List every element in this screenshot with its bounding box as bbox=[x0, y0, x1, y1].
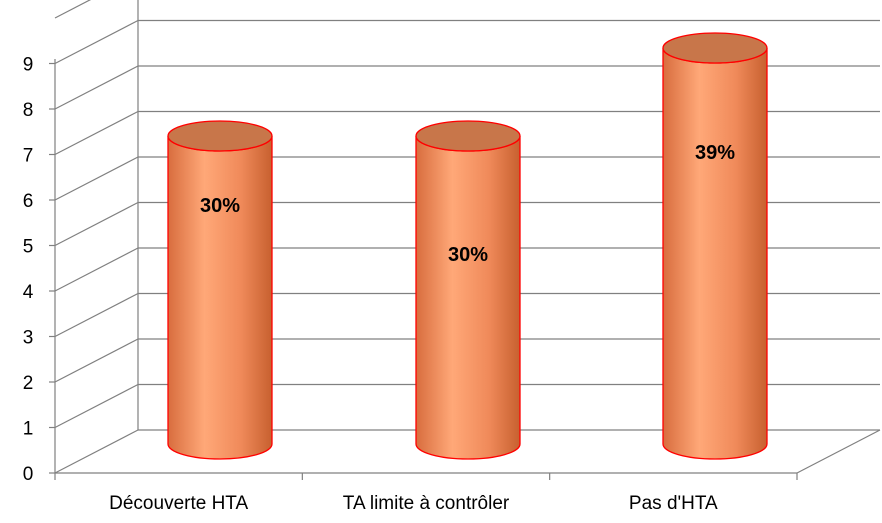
y-tick-label: 7 bbox=[23, 146, 34, 167]
data-label: 30% bbox=[448, 244, 488, 266]
x-tick-label: Découverte HTA bbox=[109, 493, 248, 514]
labels: 0 1 2 3 4 5 6 7 8 9 30% Découverte HTA 30% TA limite … bbox=[23, 55, 736, 515]
gridline-diagonal bbox=[54, 247, 139, 292]
bar-body bbox=[415, 135, 521, 460]
gridline-diagonal bbox=[54, 383, 139, 429]
bar-body bbox=[167, 135, 273, 460]
gridline-diagonal bbox=[54, 429, 139, 474]
bar bbox=[415, 120, 521, 460]
y-tick-label: 9 bbox=[23, 55, 34, 76]
bar-body bbox=[662, 47, 768, 460]
y-tick-label: 2 bbox=[23, 373, 34, 394]
bar-top bbox=[415, 120, 521, 152]
y-tick-label: 8 bbox=[23, 100, 34, 121]
gridline-diagonal bbox=[54, 338, 139, 383]
data-label: 39% bbox=[695, 142, 735, 164]
y-tick-label: 3 bbox=[23, 328, 34, 349]
gridline-diagonal bbox=[54, 110, 139, 156]
gridline-diagonal bbox=[54, 65, 139, 110]
y-tick-label: 4 bbox=[23, 282, 34, 303]
gridline-diagonal bbox=[54, 0, 92, 19]
y-tick-label: 1 bbox=[23, 419, 34, 440]
axes bbox=[49, 58, 798, 480]
y-tick-label: 5 bbox=[23, 237, 34, 258]
y-tick-label: 6 bbox=[23, 191, 34, 212]
x-tick-label: Pas d'HTA bbox=[629, 493, 718, 514]
bar-top bbox=[662, 32, 768, 64]
bars bbox=[167, 32, 768, 460]
x-tick-label: TA limite à contrôler bbox=[343, 493, 510, 514]
bar bbox=[662, 32, 768, 460]
bar bbox=[167, 120, 273, 460]
bar-top bbox=[167, 120, 273, 152]
gridline-diagonal bbox=[54, 292, 139, 338]
gridline-diagonal bbox=[54, 156, 139, 201]
data-label: 30% bbox=[200, 195, 240, 217]
floor-edge bbox=[796, 429, 881, 474]
gridline-diagonal bbox=[54, 19, 139, 65]
gridline-diagonal bbox=[54, 201, 139, 247]
y-tick-label: 0 bbox=[23, 464, 34, 485]
